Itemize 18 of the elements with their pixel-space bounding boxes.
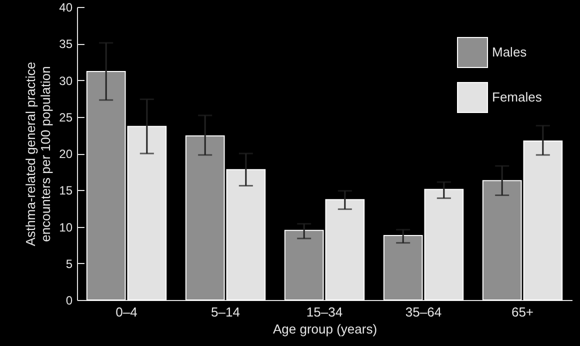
x-tick-label: 65+ xyxy=(511,304,534,320)
y-tick-label: 0 xyxy=(66,294,73,308)
y-tick-label: 15 xyxy=(59,184,73,198)
legend-label: Females xyxy=(492,90,542,104)
y-tick-label: 40 xyxy=(59,0,73,14)
legend-label: Males xyxy=(492,44,528,60)
x-tick-label: 5–14 xyxy=(211,304,240,320)
y-tick-label: 5 xyxy=(66,256,73,271)
x-tick-label: 15–34 xyxy=(306,304,343,320)
x-axis-title: Age group (years) xyxy=(272,322,378,336)
x-tick-label: 35–64 xyxy=(405,304,442,320)
y-tick-label: 25 xyxy=(59,110,73,124)
y-axis-title: Asthma-related general practice encounters per 100 population xyxy=(23,62,54,246)
y-tick-label: 10 xyxy=(59,220,73,234)
y-tick-label: 20 xyxy=(59,147,73,161)
x-tick-label: 0–4 xyxy=(116,304,138,320)
y-tick-label: 35 xyxy=(59,37,73,52)
y-tick-label: 30 xyxy=(59,74,73,88)
